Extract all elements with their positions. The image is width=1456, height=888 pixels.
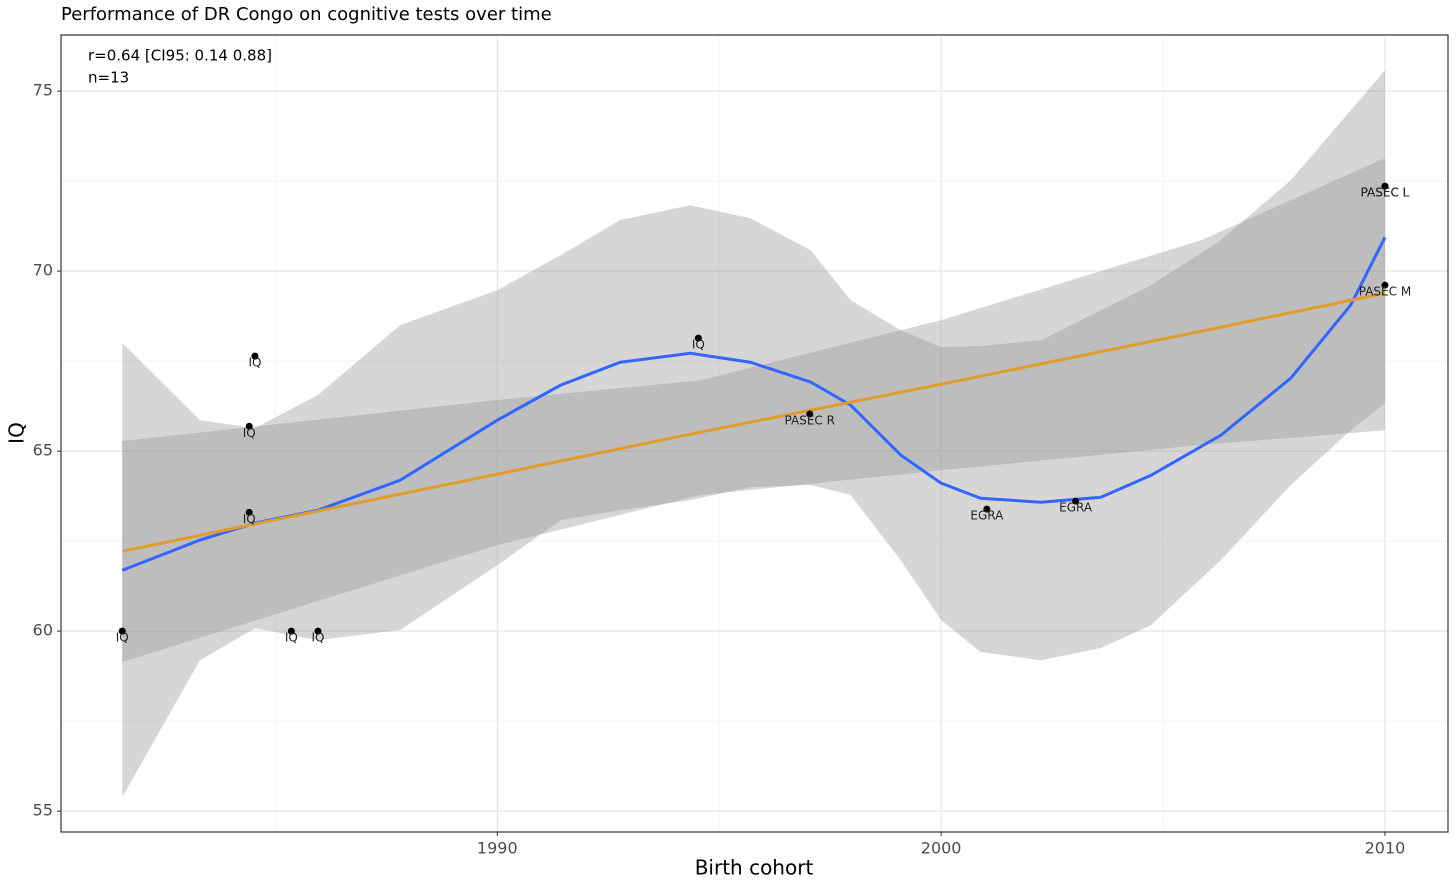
point-label: EGRA [1059, 501, 1093, 515]
y-axis-title: IQ [5, 422, 29, 444]
x-axis-title: Birth cohort [695, 856, 814, 880]
bands [122, 70, 1385, 798]
confidence-band [122, 70, 1385, 798]
annotation: n=13 [88, 69, 129, 87]
point-label: IQ [285, 631, 298, 645]
point [1381, 182, 1389, 190]
point [1381, 281, 1389, 289]
point-label: IQ [248, 356, 261, 370]
y-tick-label: 55 [33, 801, 53, 820]
point-label: IQ [243, 512, 256, 526]
point-label: PASEC R [785, 414, 835, 428]
point-label: IQ [311, 631, 324, 645]
point [245, 508, 253, 516]
point [806, 410, 814, 418]
axes: 1990 2000 2010 55 60 65 70 75 [33, 81, 1406, 858]
points: IQ IQ IQ IQ IQ IQ IQ PASEC R EGRA EGRA PASEC L PASE… [116, 182, 1411, 645]
annotations: r=0.64 [CI95: 0.14 0.88] n=13 [88, 47, 272, 87]
point-label: IQ [692, 338, 705, 352]
point-label: EGRA [970, 509, 1004, 523]
y-tick-label: 70 [33, 261, 53, 280]
point [287, 627, 295, 635]
point-label: PASEC M [1359, 285, 1411, 299]
fit-line [121, 236, 1387, 572]
point [983, 505, 991, 513]
y-tick-label: 75 [33, 81, 53, 100]
point-label: IQ [116, 631, 129, 645]
point [314, 627, 322, 635]
grid [61, 35, 1448, 832]
fit-line [121, 291, 1386, 553]
point [245, 422, 253, 430]
y-tick-label: 65 [33, 441, 53, 460]
point [694, 334, 702, 342]
y-tick-label: 60 [33, 621, 53, 640]
point-label: PASEC L [1361, 186, 1410, 200]
chart-title: Performance of DR Congo on cognitive tes… [61, 4, 552, 25]
lines [121, 236, 1387, 572]
plot-border [60, 34, 1449, 833]
point-label: PASEC L [1361, 186, 1410, 200]
point [251, 352, 259, 360]
x-tick-label: 2010 [1365, 839, 1406, 858]
confidence-band [122, 158, 1385, 663]
x-tick-label: 2000 [921, 839, 962, 858]
point [118, 627, 126, 635]
annotation: r=0.64 [CI95: 0.14 0.88] [88, 47, 272, 65]
x-tick-label: 1990 [477, 839, 518, 858]
point-label: IQ [243, 426, 256, 440]
point [1072, 497, 1080, 505]
